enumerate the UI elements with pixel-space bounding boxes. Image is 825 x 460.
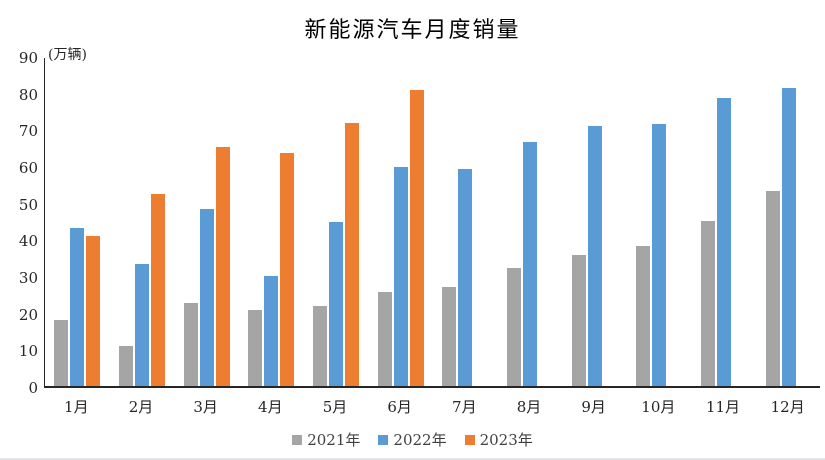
bar-2021年-5月: [312, 306, 327, 386]
bar-2023年-2月: [150, 193, 165, 386]
y-tick-10: 10: [18, 342, 38, 361]
x-label-6月: 6月: [387, 398, 412, 416]
bar-2021年-12月: [765, 191, 780, 386]
y-tick-40: 40: [18, 232, 38, 251]
x-label-4月: 4月: [258, 398, 283, 416]
y-tick-20: 20: [18, 305, 38, 324]
plot-area: [44, 58, 820, 388]
y-tick-70: 70: [18, 122, 38, 141]
bar-group-8月: [498, 58, 563, 386]
bar-2021年-10月: [636, 245, 651, 386]
bar-2022年-7月: [458, 168, 473, 386]
bar-2022年-2月: [134, 263, 149, 386]
bar-2023年-5月: [344, 123, 359, 386]
bar-group-10月: [627, 58, 692, 386]
x-label-12月: 12月: [770, 398, 805, 416]
bar-group-4月: [239, 58, 304, 386]
bar-group-2月: [110, 58, 175, 386]
bar-group-11月: [692, 58, 757, 386]
bar-2021年-1月: [54, 320, 69, 386]
x-label-8月: 8月: [516, 398, 542, 416]
y-tick-30: 30: [18, 269, 38, 287]
bar-group-5月: [304, 58, 369, 386]
legend-item-2021年: 2021年: [292, 429, 360, 450]
bar-group-6月: [368, 58, 433, 386]
legend-label-2021年: 2021年: [307, 431, 361, 449]
bar-2023年-6月: [409, 90, 424, 386]
chart-title: 新能源汽车月度销量: [304, 18, 521, 43]
bar-2022年-6月: [393, 167, 408, 386]
legend-swatch-icon-2021年: [292, 434, 303, 445]
bar-group-9月: [562, 58, 627, 386]
y-axis-unit-label: (万辆): [48, 47, 87, 63]
bar-group-7月: [433, 58, 498, 386]
x-label-7月: 7月: [452, 398, 477, 416]
bar-2021年-9月: [571, 255, 586, 386]
bar-2021年-2月: [118, 345, 133, 386]
bar-2021年-4月: [248, 310, 263, 386]
bar-2021年-3月: [183, 303, 198, 386]
legend-item-2023年: 2023年: [464, 429, 533, 450]
bar-2023年-4月: [280, 152, 295, 386]
x-label-11月: 11月: [705, 398, 741, 416]
bar-2023年-3月: [215, 146, 230, 386]
legend-item-2022年: 2022年: [378, 429, 447, 450]
bar-2022年-5月: [328, 222, 343, 386]
bar-2022年-11月: [716, 97, 731, 386]
legend-swatch-icon-2023年: [464, 434, 475, 445]
bar-group-12月: [756, 58, 821, 386]
legend-label-2023年: 2023年: [479, 431, 533, 449]
bar-2022年-1月: [70, 227, 85, 386]
y-tick-80: 80: [18, 85, 38, 104]
bar-2022年-9月: [587, 126, 602, 386]
legend-label-2022年: 2022年: [393, 431, 447, 449]
bar-2022年-12月: [781, 87, 796, 386]
x-label-3月: 3月: [193, 398, 218, 416]
y-tick-0: 0: [28, 379, 38, 397]
bar-2022年-4月: [264, 276, 279, 386]
x-label-9月: 9月: [581, 398, 606, 416]
bar-2023年-1月: [86, 236, 101, 386]
bar-group-1月: [45, 58, 110, 386]
y-tick-50: 50: [18, 195, 38, 214]
y-tick-90: 90: [18, 49, 38, 67]
bar-2021年-11月: [700, 221, 715, 386]
bar-2022年-10月: [652, 124, 667, 386]
x-label-2月: 2月: [128, 398, 154, 416]
legend-swatch-icon-2022年: [378, 434, 389, 445]
bar-2022年-3月: [199, 208, 214, 386]
legend: 2021年 2022年 2023年: [0, 429, 825, 450]
y-tick-60: 60: [18, 159, 38, 177]
bar-2021年-8月: [506, 268, 521, 386]
bar-2021年-6月: [377, 292, 392, 386]
x-label-1月: 1月: [64, 398, 89, 416]
bar-2021年-7月: [442, 286, 457, 386]
bar-2022年-8月: [522, 141, 537, 386]
x-label-10月: 10月: [641, 398, 676, 416]
bar-group-3月: [174, 58, 239, 386]
x-label-5月: 5月: [322, 398, 348, 416]
